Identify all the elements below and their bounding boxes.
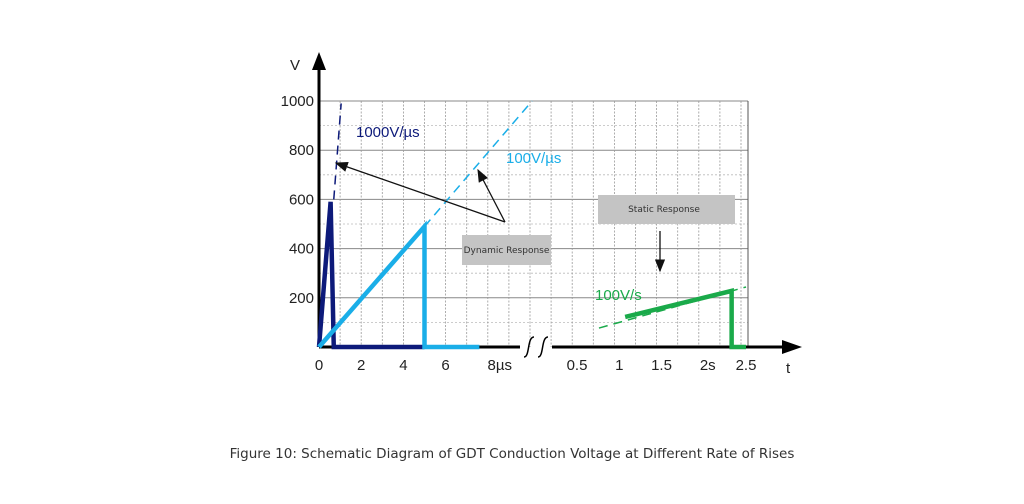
x-tick-label: 0 xyxy=(315,357,323,374)
y-tick-label: 600 xyxy=(289,191,314,208)
series-line xyxy=(317,220,480,350)
arrow-to-1000v xyxy=(334,161,506,223)
axis-break-icon xyxy=(523,336,549,358)
x-tick-label: 4 xyxy=(399,357,407,374)
series-dashed-extension xyxy=(333,103,342,200)
series-label: 100V/µs xyxy=(506,150,561,167)
x-tick-label: 8µs xyxy=(488,357,513,374)
x-tick-label: 0.5 xyxy=(567,357,588,374)
dynamic-response-box xyxy=(462,235,551,265)
series-label: 100V/s xyxy=(595,287,642,304)
x-tick-label: 6 xyxy=(441,357,449,374)
y-tick-label: 1000 xyxy=(281,93,314,110)
x-tick-label: 2s xyxy=(700,357,716,374)
x-tick-label: 2.5 xyxy=(736,357,757,374)
x-axis-label: t xyxy=(786,360,791,377)
dynamic-response-label: Dynamic Response xyxy=(464,246,550,256)
x-tick-label: 1 xyxy=(615,357,623,374)
series-label: 1000V/µs xyxy=(356,124,420,141)
y-tick-label: 400 xyxy=(289,241,314,258)
arrow-to-100v-us xyxy=(477,168,506,223)
x-tick-label: 1.5 xyxy=(651,357,672,374)
y-axis-label: V xyxy=(290,57,300,74)
x-tick-label: 2 xyxy=(357,357,365,374)
x-axis-arrow-icon xyxy=(782,340,802,354)
static-response-box xyxy=(598,195,735,224)
static-response-label: Static Response xyxy=(628,205,700,215)
series-line xyxy=(624,288,746,350)
series-line xyxy=(316,201,425,350)
figure-caption: Figure 10: Schematic Diagram of GDT Cond… xyxy=(229,446,795,462)
y-tick-label: 800 xyxy=(289,142,314,159)
series-dashed-extension xyxy=(423,100,533,227)
y-tick-label: 200 xyxy=(289,290,314,307)
y-axis-arrow-icon xyxy=(312,52,326,70)
